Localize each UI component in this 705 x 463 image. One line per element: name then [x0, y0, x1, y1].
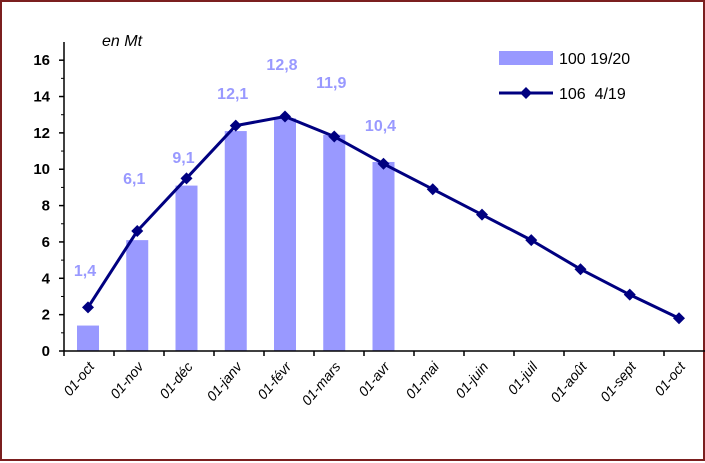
y-tick-label-4: 8 — [42, 198, 50, 215]
y-tick-label-5: 10 — [33, 161, 50, 178]
bar-5 — [323, 134, 346, 351]
x-tick-label-1: 01-nov — [107, 358, 147, 402]
line-marker-0 — [82, 301, 94, 314]
y-tick-label-2: 4 — [42, 270, 51, 287]
x-tick-label-5: 01-mars — [298, 359, 343, 409]
x-tick-label-2: 01-déc — [156, 359, 196, 402]
line-marker-5 — [328, 130, 341, 143]
line-layer — [82, 110, 685, 325]
bar-data-label-0: 1,4 — [74, 263, 96, 280]
x-tick-label-10: 01-août — [547, 358, 590, 406]
line-marker-2 — [180, 172, 193, 185]
x-tick-label-11: 01-sept — [597, 358, 640, 405]
x-tick-label-7: 01-mai — [402, 358, 442, 402]
y-tick-label-1: 2 — [42, 307, 50, 324]
legend-line-text: 106 4/19 — [559, 86, 626, 103]
line-marker-7 — [426, 183, 439, 196]
line-marker-1 — [131, 225, 144, 238]
y-tick-label-8: 16 — [33, 52, 50, 69]
bar-data-label-3: 12,1 — [217, 86, 248, 103]
bar-4 — [274, 118, 296, 351]
legend: 100 19/20 106 4/19 — [499, 51, 630, 103]
x-tick-label-6: 01-avr — [355, 358, 394, 400]
legend-bar-text: 100 19/20 — [559, 51, 630, 68]
y-tick-label-3: 6 — [42, 234, 50, 251]
bar-data-label-1: 6,1 — [123, 171, 145, 188]
x-tick-label-3: 01-janv — [203, 358, 245, 404]
line-marker-8 — [476, 208, 488, 221]
bar-6 — [372, 161, 395, 351]
line-marker-3 — [229, 119, 242, 132]
x-tick-label-12: 01-oct — [651, 358, 689, 399]
line-marker-11 — [623, 288, 636, 301]
x-tick-label-0: 01-oct — [60, 358, 98, 399]
legend-bar-swatch — [499, 51, 553, 65]
line-marker-12 — [673, 312, 685, 325]
legend-line-marker — [520, 87, 532, 99]
bar-data-label-2: 9,1 — [172, 150, 194, 167]
bar-data-label-5: 11,9 — [316, 75, 346, 92]
y-tick-label-0: 0 — [42, 343, 50, 360]
bar-data-label-4: 12,8 — [266, 57, 297, 74]
y-tick-label-7: 14 — [33, 89, 50, 106]
x-tick-label-8: 01-juin — [452, 358, 491, 401]
bars-layer — [77, 118, 395, 351]
y-tick-label-6: 12 — [33, 125, 50, 142]
bar-data-label-6: 10,4 — [365, 118, 396, 135]
line-marker-9 — [525, 234, 538, 247]
unit-label: en Mt — [102, 33, 143, 50]
line-marker-6 — [377, 157, 390, 170]
x-tick-label-9: 01-juil — [504, 358, 541, 398]
line-marker-4 — [279, 110, 291, 123]
bar-1 — [126, 240, 149, 351]
labels-layer: 1,4 6,1 9,1 12,1 12,8 11,9 10,4 — [74, 57, 396, 280]
bar-2 — [175, 185, 198, 351]
x-tick-label-4: 01-févr — [254, 358, 295, 403]
line-marker-10 — [574, 263, 587, 276]
bar-3 — [224, 131, 247, 351]
bar-0 — [77, 325, 99, 351]
